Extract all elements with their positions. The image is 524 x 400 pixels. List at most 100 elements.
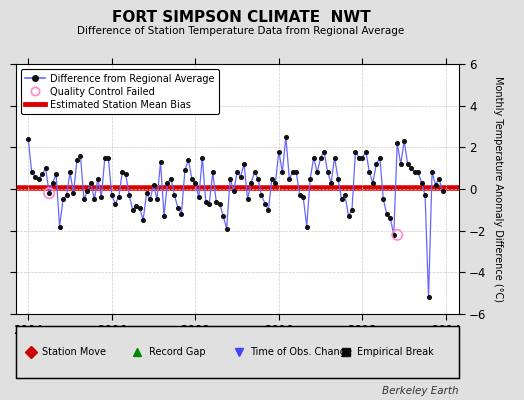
Point bbox=[56, 223, 64, 230]
Point bbox=[107, 192, 116, 198]
Point bbox=[397, 161, 405, 167]
Point bbox=[407, 165, 416, 171]
Point bbox=[128, 207, 137, 213]
Point bbox=[111, 200, 119, 207]
Point bbox=[383, 211, 391, 217]
Point bbox=[351, 148, 359, 155]
Point bbox=[285, 175, 293, 182]
Point bbox=[73, 157, 81, 163]
Point bbox=[45, 190, 53, 196]
Point bbox=[393, 140, 401, 146]
Point bbox=[268, 175, 276, 182]
Point bbox=[264, 207, 272, 213]
Point bbox=[243, 196, 252, 203]
Point bbox=[275, 148, 283, 155]
Point bbox=[156, 159, 165, 165]
Point bbox=[344, 213, 353, 219]
Point bbox=[250, 169, 259, 176]
Point bbox=[403, 161, 412, 167]
Point bbox=[191, 180, 200, 186]
Point bbox=[278, 169, 287, 176]
Point bbox=[48, 180, 57, 186]
Point bbox=[170, 192, 179, 198]
Point bbox=[431, 182, 440, 188]
Point bbox=[167, 175, 175, 182]
Point bbox=[219, 213, 227, 219]
Point bbox=[341, 192, 349, 198]
Point bbox=[372, 161, 380, 167]
Point bbox=[414, 169, 422, 176]
Point bbox=[77, 152, 85, 159]
Point bbox=[316, 154, 325, 161]
Point bbox=[202, 198, 210, 205]
Text: Station Move: Station Move bbox=[42, 347, 106, 357]
Point bbox=[136, 204, 144, 211]
Point bbox=[236, 173, 245, 180]
Point bbox=[69, 190, 78, 196]
Point bbox=[149, 182, 158, 188]
Point bbox=[302, 223, 311, 230]
Point bbox=[59, 196, 67, 203]
Point bbox=[438, 188, 446, 194]
Point bbox=[410, 169, 419, 176]
Point bbox=[194, 194, 203, 200]
Point bbox=[24, 136, 32, 142]
Point bbox=[97, 194, 105, 200]
Point bbox=[139, 217, 147, 224]
Point bbox=[337, 196, 346, 203]
Point bbox=[369, 180, 377, 186]
Point bbox=[393, 232, 401, 238]
Text: Difference of Station Temperature Data from Regional Average: Difference of Station Temperature Data f… bbox=[78, 26, 405, 36]
Point bbox=[320, 148, 329, 155]
Point bbox=[35, 175, 43, 182]
Text: Empirical Break: Empirical Break bbox=[357, 347, 433, 357]
Point bbox=[160, 213, 168, 219]
Point bbox=[132, 202, 140, 209]
Point bbox=[310, 154, 318, 161]
Point bbox=[327, 180, 335, 186]
Point bbox=[292, 169, 300, 176]
Point bbox=[435, 175, 443, 182]
Point bbox=[418, 180, 426, 186]
Point bbox=[104, 154, 113, 161]
Point bbox=[143, 190, 151, 196]
Point bbox=[177, 211, 185, 217]
Point bbox=[125, 192, 134, 198]
Point bbox=[122, 171, 130, 178]
Point bbox=[428, 169, 436, 176]
Point bbox=[223, 225, 231, 232]
Point bbox=[174, 204, 182, 211]
Point bbox=[400, 138, 408, 144]
Point bbox=[271, 180, 280, 186]
Legend: Difference from Regional Average, Quality Control Failed, Estimated Station Mean: Difference from Regional Average, Qualit… bbox=[20, 69, 219, 114]
Point bbox=[424, 294, 433, 300]
Point bbox=[118, 169, 126, 176]
Point bbox=[247, 180, 255, 186]
Point bbox=[198, 154, 206, 161]
Point bbox=[330, 154, 339, 161]
Point bbox=[153, 196, 161, 203]
Text: Record Gap: Record Gap bbox=[148, 347, 205, 357]
Point bbox=[282, 134, 290, 140]
Point bbox=[376, 154, 384, 161]
Point bbox=[90, 196, 99, 203]
Point bbox=[45, 190, 53, 196]
Point bbox=[313, 169, 321, 176]
Point bbox=[289, 169, 297, 176]
Point bbox=[389, 232, 398, 238]
Point bbox=[184, 157, 192, 163]
Point bbox=[31, 173, 39, 180]
Point bbox=[83, 188, 92, 194]
Point bbox=[181, 167, 189, 174]
Point bbox=[379, 196, 388, 203]
Point bbox=[386, 215, 395, 221]
Point bbox=[86, 180, 95, 186]
Y-axis label: Monthly Temperature Anomaly Difference (°C): Monthly Temperature Anomaly Difference (… bbox=[493, 76, 503, 302]
Point bbox=[215, 200, 224, 207]
Point bbox=[146, 196, 154, 203]
Point bbox=[296, 192, 304, 198]
Point bbox=[299, 194, 308, 200]
Point bbox=[261, 200, 269, 207]
Text: FORT SIMPSON CLIMATE  NWT: FORT SIMPSON CLIMATE NWT bbox=[112, 10, 370, 25]
Point bbox=[66, 169, 74, 176]
